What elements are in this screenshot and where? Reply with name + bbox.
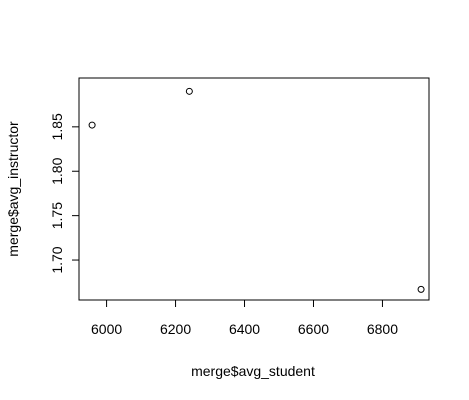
- y-axis: 1.70 1.75 1.80 1.85: [49, 113, 80, 274]
- x-tick-label: 6200: [160, 321, 191, 337]
- x-tick-label: 6800: [367, 321, 398, 337]
- x-axis-title: merge$avg_student: [191, 363, 315, 379]
- x-tick-label: 6000: [91, 321, 122, 337]
- data-points: [88, 87, 425, 293]
- x-axis: 6000 6200 6400 6600 6800: [91, 299, 398, 337]
- y-tick-label: 1.85: [49, 113, 65, 140]
- y-tick-label: 1.70: [49, 246, 65, 273]
- x-tick-label: 6400: [229, 321, 260, 337]
- y-axis-title: merge$avg_instructor: [5, 121, 21, 257]
- plot-frame: [78, 77, 430, 301]
- x-tick-label: 6600: [298, 321, 329, 337]
- data-point: [88, 121, 96, 129]
- y-tick-label: 1.80: [49, 157, 65, 184]
- data-point: [417, 285, 425, 293]
- data-point: [185, 87, 193, 95]
- y-tick-label: 1.75: [49, 202, 65, 229]
